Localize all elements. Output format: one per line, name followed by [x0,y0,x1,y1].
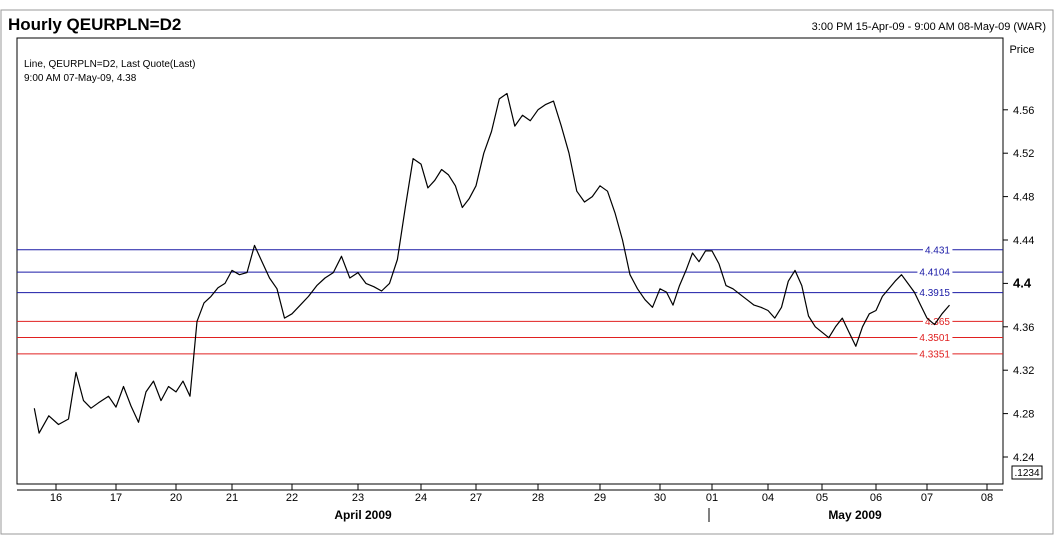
x-tick-label: 05 [816,492,828,504]
price-line-0[interactable] [33,92,950,434]
x-tick-label: 16 [50,492,62,504]
date-range: 3:00 PM 15-Apr-09 - 9:00 AM 08-May-09 (W… [812,21,1046,33]
corner-box[interactable] [1011,465,1043,480]
x-tick-label: 24 [415,492,427,504]
level-label-0: 4.431 [925,245,950,256]
x-tick-label: 04 [762,492,774,504]
level-label-bg-4 [917,332,953,346]
month-label-april: April 2009 [334,508,392,522]
level-label-4: 4.3501 [919,333,950,344]
x-axis: 16 17 20 21 22 23 24 27 28 29 30 01 04 05 06 07 08 [17,484,1003,504]
month-label-may: May 2009 [828,508,882,522]
level-label-3: 4.365 [925,317,950,328]
x-tick-label: 27 [470,492,482,504]
level-label-1: 4.4104 [919,268,950,279]
corner-label: .1234 [1014,468,1039,479]
level-label-bg-2 [917,287,953,301]
y-tick-label: 4.52 [1013,148,1034,160]
level-label-bg-3 [922,315,953,329]
y-axis: 4.24 4.28 4.32 4.36 4.4 4.44 4.48 4.52 4.56 [1003,105,1034,464]
legend-line-2: 9:00 AM 07-May-09, 4.38 [24,73,137,84]
y-tick-label: 4.4 [1013,275,1032,290]
price-axis-label: Price [1009,44,1034,56]
x-tick-label: 06 [870,492,882,504]
x-tick-label: 23 [352,492,364,504]
level-label-5: 4.3351 [919,349,950,360]
level-label-bg-1 [917,266,953,280]
level-label-bg-5 [917,348,953,362]
x-tick-label: 07 [921,492,933,504]
x-tick-label: 21 [226,492,238,504]
level-label-bg-0 [922,244,953,258]
x-tick-label: 22 [286,492,298,504]
legend-line-1: Line, QEURPLN=D2, Last Quote(Last) [24,59,195,70]
x-tick-label: 17 [110,492,122,504]
y-tick-label: 4.24 [1013,452,1034,464]
x-tick-label: 28 [532,492,544,504]
y-tick-label: 4.44 [1013,235,1034,247]
y-tick-label: 4.36 [1013,322,1034,334]
horizontal-lines: 4.431 4.4104 4.3915 4.365 4.3501 4.3351 [17,244,1003,362]
x-tick-label: 01 [706,492,718,504]
y-tick-label: 4.48 [1013,192,1034,204]
y-tick-label: 4.32 [1013,365,1034,377]
x-tick-label: 30 [654,492,666,504]
plot-area[interactable] [16,37,1004,485]
chart-title: Hourly QEURPLN=D2 [8,15,181,34]
x-tick-label: 08 [981,492,993,504]
x-tick-label: 20 [170,492,182,504]
y-tick-label: 4.56 [1013,105,1034,117]
y-tick-label: 4.28 [1013,409,1034,421]
level-label-2: 4.3915 [919,288,950,299]
x-tick-label: 29 [594,492,606,504]
price-series [33,92,950,434]
